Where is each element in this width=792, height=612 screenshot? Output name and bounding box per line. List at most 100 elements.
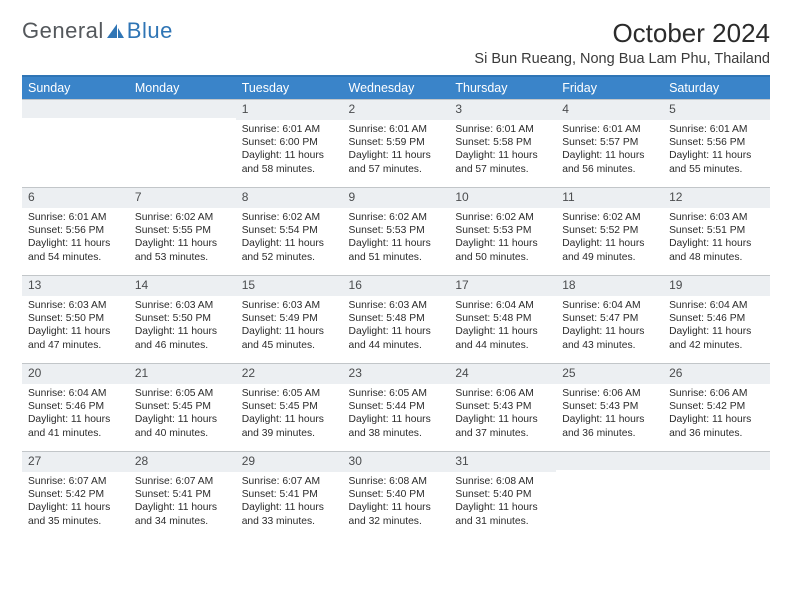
day-info-line: Sunrise: 6:07 AM [135, 475, 230, 488]
calendar-body: 1Sunrise: 6:01 AMSunset: 6:00 PMDaylight… [22, 99, 770, 539]
day-info-line: Sunset: 5:41 PM [242, 488, 337, 501]
day-info-line: Daylight: 11 hours [28, 237, 123, 250]
day-info-line: Sunset: 5:53 PM [349, 224, 444, 237]
day-number: 9 [343, 187, 450, 208]
day-info-line: Daylight: 11 hours [349, 413, 444, 426]
day-number: 8 [236, 187, 343, 208]
day-number: 5 [663, 99, 770, 120]
day-info-line: Sunset: 5:42 PM [28, 488, 123, 501]
day-info-line: and 51 minutes. [349, 251, 444, 264]
calendar-day-cell [22, 99, 129, 187]
day-info-line: and 34 minutes. [135, 515, 230, 528]
day-info-line: Sunrise: 6:08 AM [455, 475, 550, 488]
calendar-day-cell: 30Sunrise: 6:08 AMSunset: 5:40 PMDayligh… [343, 451, 450, 539]
day-info-line: and 54 minutes. [28, 251, 123, 264]
calendar-day-cell [663, 451, 770, 539]
day-number: 27 [22, 451, 129, 472]
day-number: 4 [556, 99, 663, 120]
day-content [22, 118, 129, 123]
day-info-line: Sunrise: 6:01 AM [349, 123, 444, 136]
day-number: 29 [236, 451, 343, 472]
day-number: 10 [449, 187, 556, 208]
day-content: Sunrise: 6:01 AMSunset: 5:56 PMDaylight:… [22, 208, 129, 267]
day-info-line: Daylight: 11 hours [455, 237, 550, 250]
calendar-day-cell: 23Sunrise: 6:05 AMSunset: 5:44 PMDayligh… [343, 363, 450, 451]
calendar-day-cell: 6Sunrise: 6:01 AMSunset: 5:56 PMDaylight… [22, 187, 129, 275]
day-info-line: Sunrise: 6:03 AM [349, 299, 444, 312]
day-content: Sunrise: 6:02 AMSunset: 5:55 PMDaylight:… [129, 208, 236, 267]
day-content [663, 470, 770, 475]
day-number: 30 [343, 451, 450, 472]
day-info-line: Sunset: 5:40 PM [349, 488, 444, 501]
day-number: 16 [343, 275, 450, 296]
day-info-line: and 40 minutes. [135, 427, 230, 440]
day-number: 28 [129, 451, 236, 472]
day-number: 14 [129, 275, 236, 296]
day-info-line: Sunset: 5:58 PM [455, 136, 550, 149]
calendar-day-cell: 26Sunrise: 6:06 AMSunset: 5:42 PMDayligh… [663, 363, 770, 451]
day-content: Sunrise: 6:04 AMSunset: 5:47 PMDaylight:… [556, 296, 663, 355]
calendar-day-cell: 29Sunrise: 6:07 AMSunset: 5:41 PMDayligh… [236, 451, 343, 539]
day-info-line: Daylight: 11 hours [242, 149, 337, 162]
day-info-line: Sunset: 5:54 PM [242, 224, 337, 237]
calendar-day-cell: 25Sunrise: 6:06 AMSunset: 5:43 PMDayligh… [556, 363, 663, 451]
calendar-day-cell: 12Sunrise: 6:03 AMSunset: 5:51 PMDayligh… [663, 187, 770, 275]
day-info-line: Sunset: 5:56 PM [28, 224, 123, 237]
day-content [129, 118, 236, 123]
calendar-day-cell: 2Sunrise: 6:01 AMSunset: 5:59 PMDaylight… [343, 99, 450, 187]
day-content: Sunrise: 6:02 AMSunset: 5:53 PMDaylight:… [343, 208, 450, 267]
day-info-line: Daylight: 11 hours [455, 325, 550, 338]
calendar-day-cell: 24Sunrise: 6:06 AMSunset: 5:43 PMDayligh… [449, 363, 556, 451]
day-content: Sunrise: 6:01 AMSunset: 5:59 PMDaylight:… [343, 120, 450, 179]
day-info-line: Sunset: 5:46 PM [669, 312, 764, 325]
day-number: 31 [449, 451, 556, 472]
day-content: Sunrise: 6:08 AMSunset: 5:40 PMDaylight:… [343, 472, 450, 531]
day-number: 15 [236, 275, 343, 296]
day-info-line: Daylight: 11 hours [455, 413, 550, 426]
calendar-day-cell [556, 451, 663, 539]
calendar-day-cell: 22Sunrise: 6:05 AMSunset: 5:45 PMDayligh… [236, 363, 343, 451]
day-info-line: and 37 minutes. [455, 427, 550, 440]
logo-text-blue: Blue [127, 18, 173, 44]
day-info-line: Sunrise: 6:06 AM [455, 387, 550, 400]
calendar-day-cell: 20Sunrise: 6:04 AMSunset: 5:46 PMDayligh… [22, 363, 129, 451]
calendar-day-cell: 15Sunrise: 6:03 AMSunset: 5:49 PMDayligh… [236, 275, 343, 363]
day-info-line: Daylight: 11 hours [349, 501, 444, 514]
calendar-day-cell: 9Sunrise: 6:02 AMSunset: 5:53 PMDaylight… [343, 187, 450, 275]
day-info-line: and 32 minutes. [349, 515, 444, 528]
day-content: Sunrise: 6:05 AMSunset: 5:44 PMDaylight:… [343, 384, 450, 443]
day-number [22, 99, 129, 118]
day-number: 22 [236, 363, 343, 384]
day-info-line: Sunrise: 6:06 AM [562, 387, 657, 400]
day-content: Sunrise: 6:07 AMSunset: 5:42 PMDaylight:… [22, 472, 129, 531]
day-info-line: Daylight: 11 hours [242, 237, 337, 250]
calendar-table: Sunday Monday Tuesday Wednesday Thursday… [22, 75, 770, 539]
weekday-header: Wednesday [343, 76, 450, 99]
day-content: Sunrise: 6:03 AMSunset: 5:48 PMDaylight:… [343, 296, 450, 355]
day-number: 6 [22, 187, 129, 208]
day-info-line: Sunset: 5:52 PM [562, 224, 657, 237]
day-number: 23 [343, 363, 450, 384]
title-block: October 2024 Si Bun Rueang, Nong Bua Lam… [474, 18, 770, 67]
day-info-line: and 49 minutes. [562, 251, 657, 264]
day-info-line: Sunrise: 6:03 AM [669, 211, 764, 224]
day-info-line: and 41 minutes. [28, 427, 123, 440]
day-info-line: Daylight: 11 hours [135, 325, 230, 338]
day-info-line: Daylight: 11 hours [349, 237, 444, 250]
day-number [663, 451, 770, 470]
day-info-line: Daylight: 11 hours [135, 237, 230, 250]
day-info-line: and 42 minutes. [669, 339, 764, 352]
calendar-day-cell: 14Sunrise: 6:03 AMSunset: 5:50 PMDayligh… [129, 275, 236, 363]
day-content: Sunrise: 6:05 AMSunset: 5:45 PMDaylight:… [129, 384, 236, 443]
day-number: 25 [556, 363, 663, 384]
day-content: Sunrise: 6:03 AMSunset: 5:49 PMDaylight:… [236, 296, 343, 355]
day-info-line: Daylight: 11 hours [669, 237, 764, 250]
day-number: 18 [556, 275, 663, 296]
day-content: Sunrise: 6:02 AMSunset: 5:54 PMDaylight:… [236, 208, 343, 267]
month-title: October 2024 [474, 18, 770, 49]
day-info-line: Sunset: 5:49 PM [242, 312, 337, 325]
day-info-line: Sunset: 5:50 PM [135, 312, 230, 325]
weekday-header: Friday [556, 76, 663, 99]
day-info-line: Sunrise: 6:07 AM [242, 475, 337, 488]
day-number: 13 [22, 275, 129, 296]
